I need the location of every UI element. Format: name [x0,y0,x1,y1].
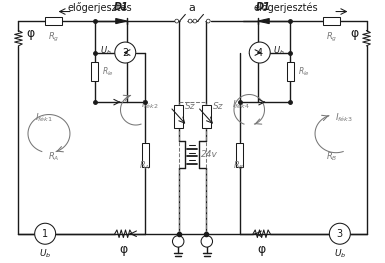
Text: 24v: 24v [201,150,218,159]
Text: $I_{fék3}$: $I_{fék3}$ [335,112,353,124]
Text: D1: D1 [256,2,271,12]
Bar [45,17,62,25]
Text: 2: 2 [122,48,128,58]
Circle shape [188,19,192,23]
Circle shape [249,42,270,63]
Text: φ: φ [26,27,34,40]
Text: előgerjesztés: előgerjesztés [67,2,132,13]
Text: $U_b$: $U_b$ [100,44,112,57]
Circle shape [193,19,197,23]
Circle shape [206,19,210,23]
Text: 3: 3 [337,229,343,239]
Text: φ: φ [351,27,359,40]
Circle shape [35,223,56,244]
Polygon shape [258,18,269,24]
Bar [287,62,294,81]
Bar [174,105,183,128]
Text: 4: 4 [257,48,263,58]
Text: $R_{le}$: $R_{le}$ [102,65,114,78]
Bar [323,17,340,25]
Circle shape [115,42,136,63]
Text: $R_A$: $R_A$ [139,159,150,172]
Text: φ: φ [258,243,266,256]
Text: Sz: Sz [213,102,224,112]
Text: $I_{fék1}$: $I_{fék1}$ [35,112,53,124]
Text: $U_b$: $U_b$ [39,247,51,260]
Text: $U_b$: $U_b$ [273,44,285,57]
Text: előgerjesztés: előgerjesztés [253,2,318,13]
Text: a: a [189,3,196,13]
Text: $U_b$: $U_b$ [334,247,346,260]
Text: D1: D1 [114,2,129,12]
Bar [202,105,211,128]
Text: $I_{fék4}$: $I_{fék4}$ [232,99,250,111]
Text: Sz: Sz [185,102,196,112]
Bar [142,143,149,166]
Text: $R_B$: $R_B$ [325,151,337,163]
Text: $R_g$: $R_g$ [326,31,337,44]
Text: $R_g$: $R_g$ [48,31,59,44]
Circle shape [172,236,184,247]
Text: $R_B$: $R_B$ [233,159,244,172]
Bar [91,62,98,81]
Text: 1: 1 [42,229,48,239]
Bar [236,143,243,166]
Text: φ: φ [119,243,127,256]
Text: $R_A$: $R_A$ [48,151,59,163]
Polygon shape [116,18,127,24]
Circle shape [329,223,350,244]
Text: $R_{le}$: $R_{le}$ [298,65,310,78]
Circle shape [201,236,213,247]
Circle shape [175,19,179,23]
Text: $I_{fék2}$: $I_{fék2}$ [141,99,158,111]
